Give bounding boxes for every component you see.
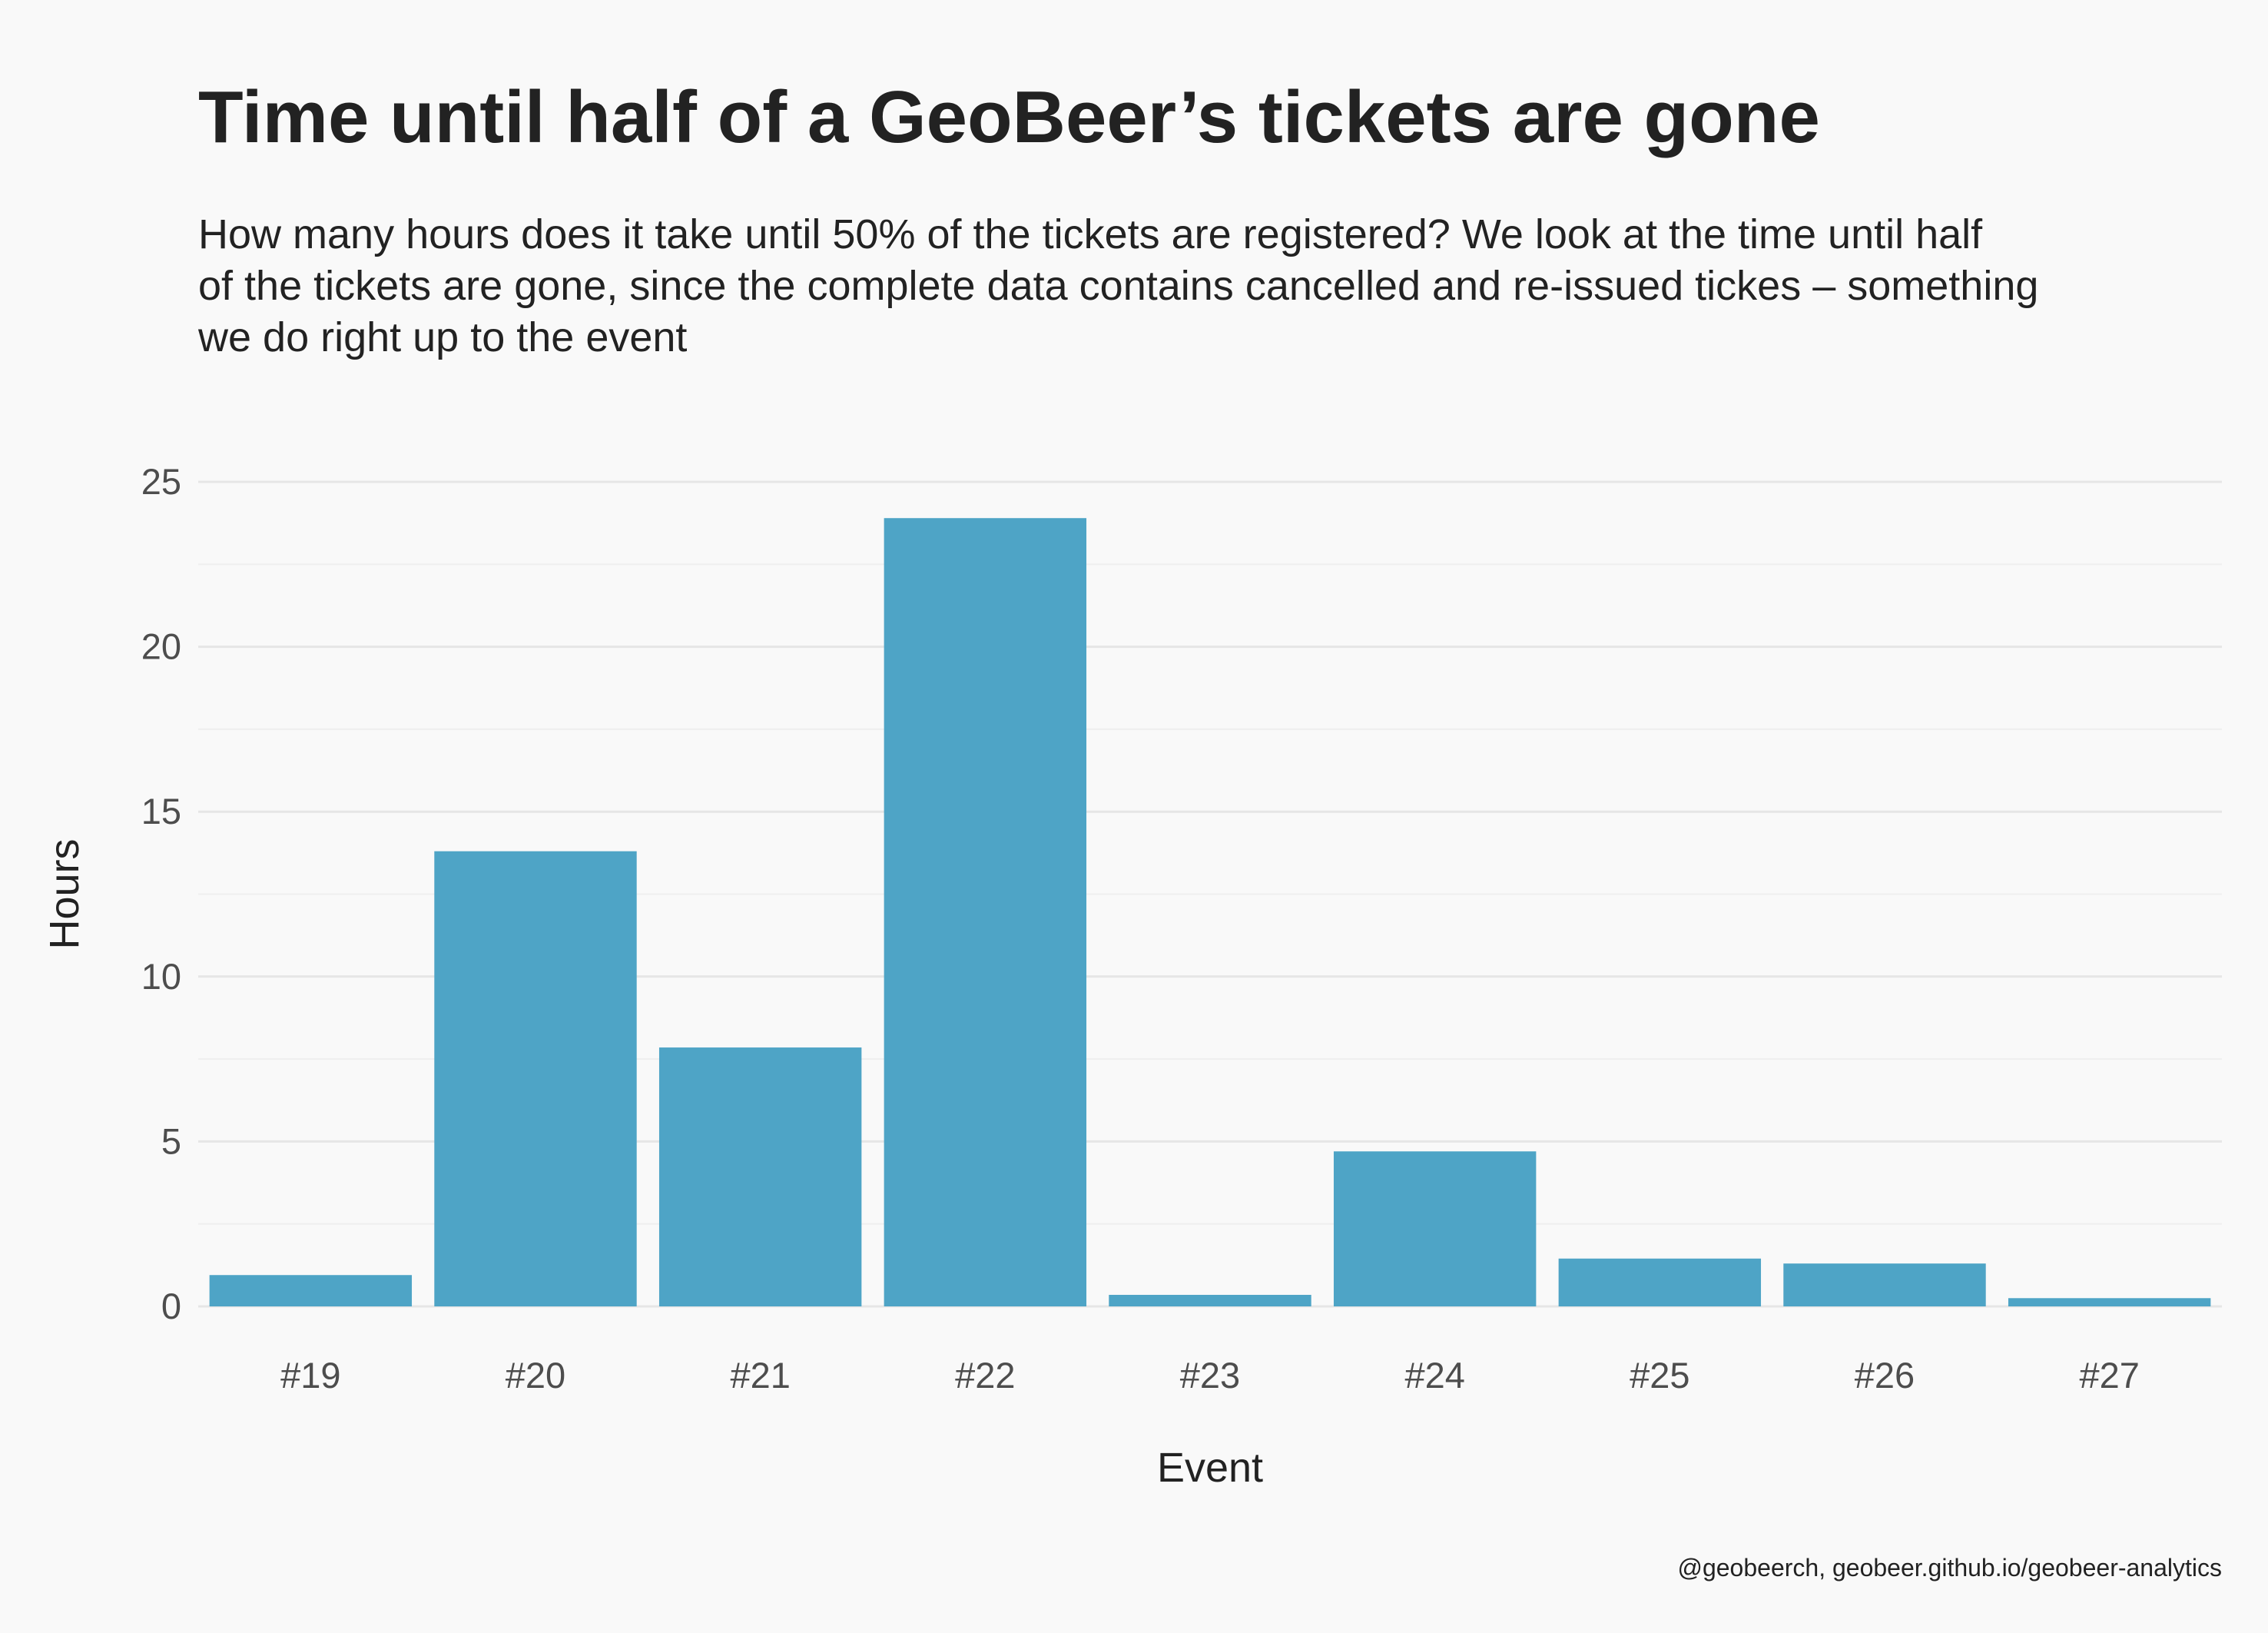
x-tick-label: #27 (2079, 1355, 2139, 1396)
bar (1783, 1263, 1986, 1306)
x-tick-label: #25 (1630, 1355, 1689, 1396)
y-tick-label: 0 (161, 1286, 181, 1326)
y-axis-ticks: 0 5 10 15 20 25 (141, 461, 181, 1326)
y-tick-label: 5 (161, 1120, 181, 1161)
y-tick-label: 20 (141, 626, 181, 667)
y-axis-label: Hours (41, 838, 88, 949)
x-tick-label: #24 (1404, 1355, 1464, 1396)
x-axis-label: Event (1157, 1445, 1263, 1491)
bar (884, 518, 1087, 1307)
x-tick-label: #23 (1180, 1355, 1240, 1396)
bars (209, 518, 2211, 1307)
bar (658, 1047, 862, 1306)
x-tick-label: #19 (280, 1355, 340, 1396)
x-tick-label: #22 (955, 1355, 1015, 1396)
chart-subtitle: How many hours does it take until 50% of… (198, 209, 2134, 363)
bar (2008, 1298, 2211, 1306)
x-axis-ticks: #19 #20 #21 #22 #23 #24 #25 #26 #27 (280, 1355, 2140, 1396)
x-tick-label: #26 (1855, 1355, 1915, 1396)
bar (209, 1275, 413, 1306)
subtitle-line: How many hours does it take until 50% of… (198, 211, 1983, 257)
chart-title: Time until half of a GeoBeer’s tickets a… (198, 76, 1820, 158)
bar (434, 851, 637, 1306)
bar (1333, 1151, 1537, 1306)
x-tick-label: #21 (730, 1355, 790, 1396)
subtitle-line: we do right up to the event (198, 314, 688, 360)
y-tick-label: 10 (141, 956, 181, 997)
x-tick-label: #20 (506, 1355, 565, 1396)
bar (1558, 1258, 1762, 1306)
bar (1109, 1294, 1311, 1306)
subtitle-line: of the tickets are gone, since the compl… (198, 263, 2039, 309)
y-tick-label: 25 (141, 461, 181, 502)
y-tick-label: 15 (141, 791, 181, 831)
source-caption: @geobeerch, geobeer.github.io/geobeer-an… (1677, 1554, 2222, 1582)
